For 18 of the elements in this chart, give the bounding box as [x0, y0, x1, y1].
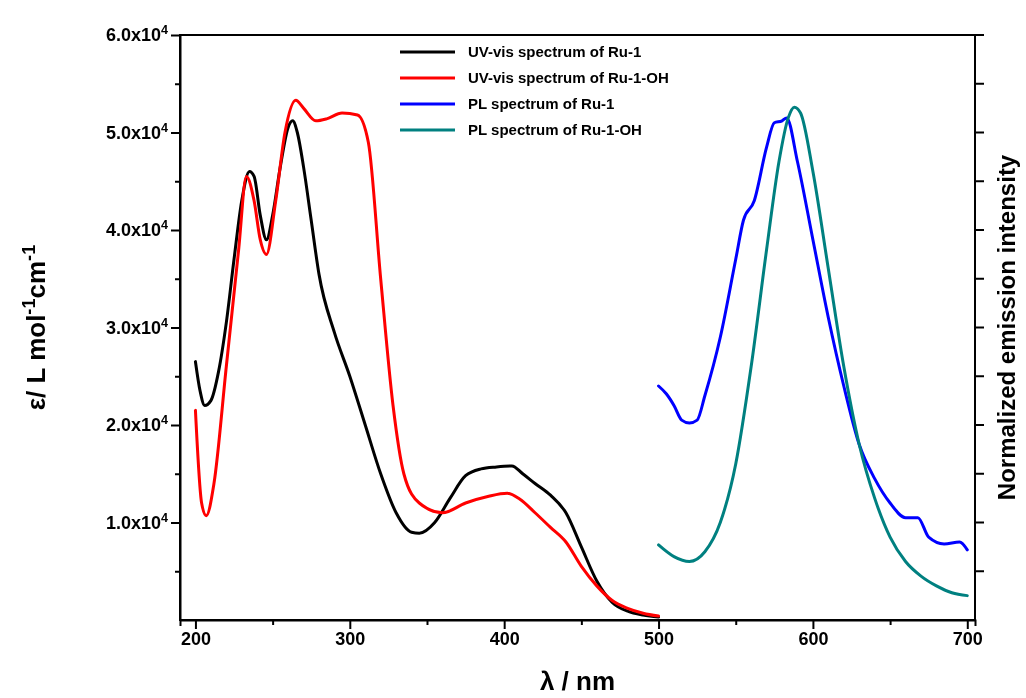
x-tick-label: 600	[798, 629, 829, 650]
y2-axis-title: Normalized emission intensity	[993, 154, 1020, 501]
y-tick-label: 4.0x10$^{4}$	[105, 218, 168, 241]
x-tick-label: 400	[489, 629, 520, 650]
legend-label: UV-vis spectrum of Ru-1-OH	[468, 69, 669, 86]
x-tick-label: 300	[335, 629, 366, 650]
y-tick-label: 2.0x10$^{4}$	[105, 413, 168, 436]
x-axis-title: λ / nm	[539, 666, 616, 696]
legend-label: PL spectrum of Ru-1	[468, 95, 615, 112]
legend-label: PL spectrum of Ru-1-OH	[468, 121, 642, 138]
legend-label: UV-vis spectrum of Ru-1	[468, 43, 642, 60]
x-tick-label: 200	[180, 629, 211, 650]
x-tick-label: 500	[644, 629, 675, 650]
y-tick-label: 1.0x10$^{4}$	[105, 510, 168, 533]
y-tick-label: 6.0x10$^{4}$	[105, 23, 168, 46]
x-tick-label: 700	[952, 629, 983, 650]
y-tick-label: 5.0x10$^{4}$	[105, 120, 168, 143]
y-tick-label: 3.0x10$^{4}$	[105, 315, 168, 338]
